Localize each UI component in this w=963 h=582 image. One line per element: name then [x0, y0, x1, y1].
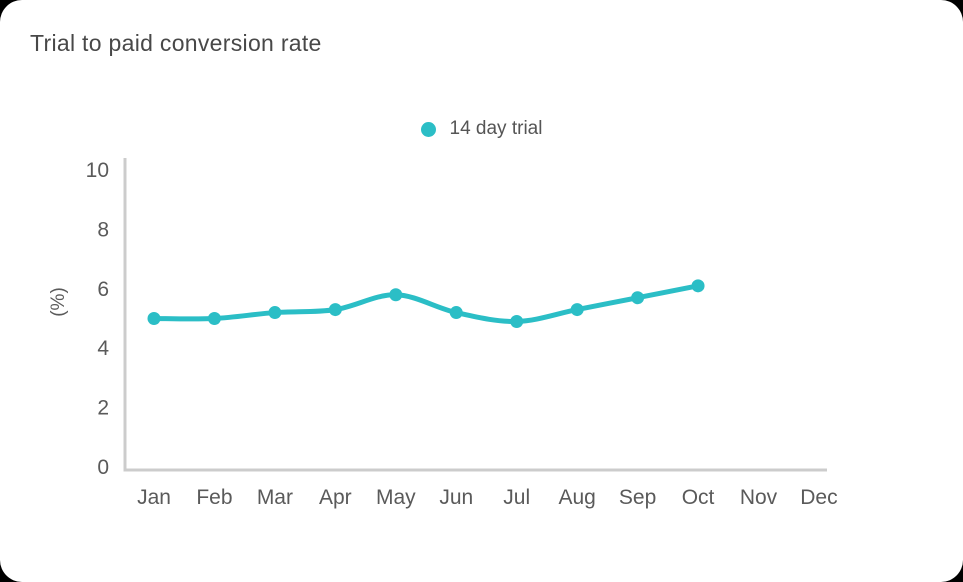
y-tick-label-0: 0: [97, 456, 109, 479]
y-tick-label-2: 2: [97, 397, 109, 420]
legend-item-14-day-trial[interactable]: 14 day trial: [420, 118, 543, 140]
y-tick-label-6: 6: [97, 278, 109, 301]
chart-title: Trial to paid conversion rate: [30, 30, 322, 56]
data-point-14-day-trial-oct[interactable]: [691, 279, 705, 293]
data-point-14-day-trial-jul[interactable]: [510, 314, 524, 328]
data-point-14-day-trial-sep[interactable]: [631, 291, 645, 305]
data-point-14-day-trial-jan[interactable]: [147, 312, 161, 325]
legend-item-label: 14 day trial: [449, 118, 543, 139]
legend: 14 day trial: [0, 118, 963, 140]
series-line-14-day-trial: [151, 283, 701, 324]
data-point-14-day-trial-mar[interactable]: [268, 306, 282, 320]
y-axis-title: (%): [48, 287, 69, 317]
x-tick-label-may: May: [376, 486, 416, 509]
data-point-14-day-trial-feb[interactable]: [207, 312, 221, 325]
data-point-14-day-trial-may[interactable]: [389, 288, 403, 302]
x-tick-label-mar: Mar: [257, 486, 293, 509]
data-point-14-day-trial-apr[interactable]: [328, 303, 342, 317]
y-tick-label-8: 8: [97, 218, 109, 241]
x-tick-label-feb: Feb: [196, 486, 232, 509]
data-point-14-day-trial-aug[interactable]: [570, 303, 584, 317]
data-point-14-day-trial-jun[interactable]: [449, 306, 463, 320]
x-tick-label-jul: Jul: [503, 486, 530, 509]
legend-marker-icon: [420, 121, 436, 137]
y-tick-label-4: 4: [97, 337, 109, 360]
y-tick-label-10: 10: [86, 159, 109, 182]
x-tick-label-nov: Nov: [740, 486, 778, 509]
x-tick-label-apr: Apr: [319, 486, 352, 509]
x-tick-label-jun: Jun: [439, 486, 473, 509]
x-tick-label-jan: Jan: [137, 486, 171, 509]
x-tick-label-aug: Aug: [558, 486, 595, 509]
x-tick-label-oct: Oct: [682, 486, 715, 509]
x-tick-label-dec: Dec: [800, 486, 837, 509]
x-tick-label-sep: Sep: [619, 486, 656, 509]
